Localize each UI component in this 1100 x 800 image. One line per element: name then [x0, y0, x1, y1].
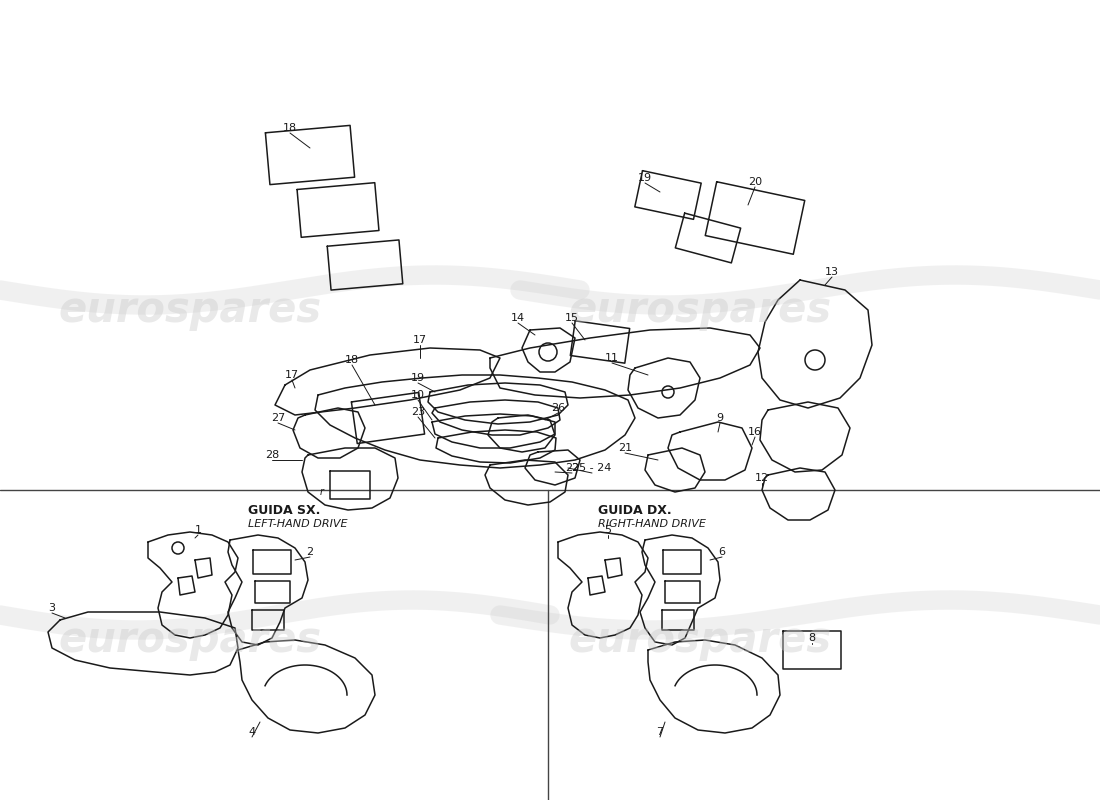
Text: eurospares: eurospares [569, 289, 832, 331]
Text: 7: 7 [657, 727, 663, 737]
Text: 10: 10 [411, 390, 425, 400]
Text: 16: 16 [748, 427, 762, 437]
Text: 4: 4 [249, 727, 255, 737]
Text: 26: 26 [551, 403, 565, 413]
Text: 21: 21 [618, 443, 632, 453]
Text: 11: 11 [605, 353, 619, 363]
Text: 18: 18 [345, 355, 359, 365]
Text: LEFT-HAND DRIVE: LEFT-HAND DRIVE [248, 519, 348, 529]
Text: eurospares: eurospares [58, 289, 321, 331]
Text: 8: 8 [808, 633, 815, 643]
Text: 17: 17 [412, 335, 427, 345]
Text: 19: 19 [411, 373, 425, 383]
Text: 17: 17 [285, 370, 299, 380]
Text: eurospares: eurospares [58, 619, 321, 661]
Text: 27: 27 [271, 413, 285, 423]
Text: 1: 1 [195, 525, 201, 535]
Text: GUIDA SX.: GUIDA SX. [248, 503, 320, 517]
Text: GUIDA DX.: GUIDA DX. [598, 503, 672, 517]
Text: eurospares: eurospares [569, 619, 832, 661]
Text: 25 - 24: 25 - 24 [572, 463, 612, 473]
Text: 15: 15 [565, 313, 579, 323]
Text: 18: 18 [283, 123, 297, 133]
Text: 20: 20 [748, 177, 762, 187]
Text: 3: 3 [48, 603, 55, 613]
Text: 19: 19 [638, 173, 652, 183]
Text: 12: 12 [755, 473, 769, 483]
Text: 22: 22 [565, 463, 579, 473]
Text: 23: 23 [411, 407, 425, 417]
Text: 13: 13 [825, 267, 839, 277]
Text: RIGHT-HAND DRIVE: RIGHT-HAND DRIVE [598, 519, 706, 529]
Text: 5: 5 [605, 525, 612, 535]
Text: 6: 6 [718, 547, 726, 557]
Text: r: r [320, 487, 324, 497]
Text: 28: 28 [265, 450, 279, 460]
Text: 14: 14 [510, 313, 525, 323]
Text: 2: 2 [307, 547, 314, 557]
Text: 9: 9 [716, 413, 724, 423]
